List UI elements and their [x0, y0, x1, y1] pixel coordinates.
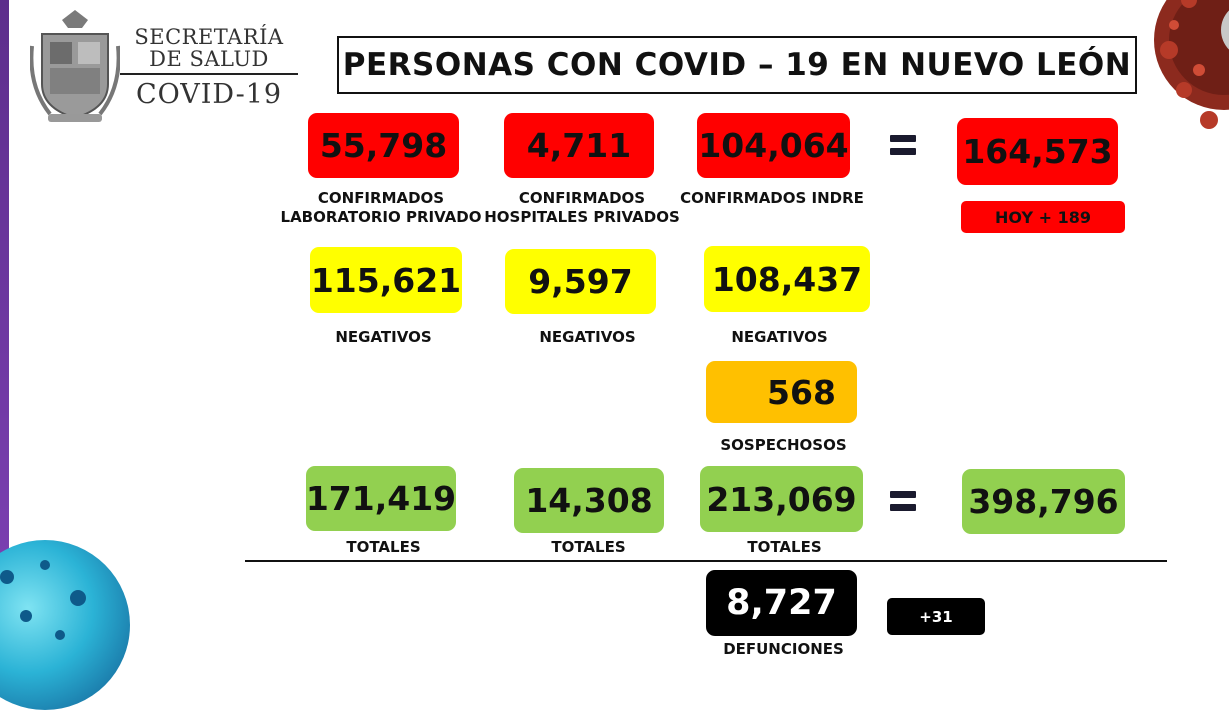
secretaria-salud-brand: SECRETARÍA DE SALUD COVID-19 [120, 26, 298, 109]
negativos-privado-label: NEGATIVOS [335, 328, 432, 346]
virus-illustration [0, 540, 130, 710]
brand-divider [120, 73, 298, 75]
totales-hospitales-box: 14,308 [514, 468, 664, 533]
confirmados-hospitales-box: 4,711 [504, 113, 654, 178]
totales-indre-box: 213,069 [700, 466, 863, 532]
confirmados-privado-box: 55,798 [308, 113, 459, 178]
defunciones-value: 8,727 [726, 583, 837, 623]
brand-line-3: COVID-19 [135, 79, 283, 110]
sospechosos-box: 568 [706, 361, 857, 423]
confirmados-privado-value: 55,798 [319, 126, 448, 165]
totales-grand-value: 398,796 [968, 482, 1119, 521]
label-line-2: HOSPITALES PRIVADOS [484, 208, 680, 226]
totales-privado-label: TOTALES [346, 538, 421, 556]
totales-privado-box: 171,419 [306, 466, 456, 531]
equals-icon [890, 491, 916, 511]
label-line-1: CONFIRMADOS [317, 189, 445, 207]
page-title: PERSONAS CON COVID – 19 EN NUEVO LEÓN [337, 36, 1137, 94]
negativos-hospitales-value: 9,597 [528, 262, 633, 301]
negativos-indre-label: NEGATIVOS [731, 328, 828, 346]
negativos-indre-value: 108,437 [711, 259, 863, 299]
totales-hospitales-value: 14,308 [525, 481, 653, 520]
confirmados-indre-label: CONFIRMADOS INDRE [680, 189, 864, 207]
confirmados-hospitales-value: 4,711 [526, 126, 632, 165]
label-line-2: LABORATORIO PRIVADO [280, 208, 482, 226]
confirmados-privado-label: CONFIRMADOS LABORATORIO PRIVADO [276, 189, 486, 227]
sospechosos-value: 568 [767, 372, 836, 412]
confirmados-indre-value: 104,064 [698, 126, 849, 165]
left-accent-strip [0, 0, 9, 560]
negativos-privado-box: 115,621 [310, 247, 462, 313]
totales-privado-value: 171,419 [305, 479, 457, 518]
negativos-indre-box: 108,437 [704, 246, 870, 312]
divider-line [245, 560, 1167, 562]
totales-hospitales-label: TOTALES [551, 538, 626, 556]
label-line-1: CONFIRMADOS [518, 189, 646, 207]
confirmados-total-box: 164,573 [957, 118, 1118, 185]
brand-line-2: DE SALUD [149, 47, 269, 71]
defunciones-delta-badge: +31 [887, 598, 985, 635]
totales-indre-label: TOTALES [747, 538, 822, 556]
confirmados-indre-box: 104,064 [697, 113, 850, 178]
totales-grand-box: 398,796 [962, 469, 1125, 534]
hoy-delta-badge: HOY + 189 [961, 201, 1125, 233]
defunciones-label: DEFUNCIONES [723, 640, 844, 658]
virus-illustration [1129, 0, 1229, 180]
confirmados-hospitales-label: CONFIRMADOS HOSPITALES PRIVADOS [482, 189, 682, 227]
negativos-hospitales-box: 9,597 [505, 249, 656, 314]
negativos-privado-value: 115,621 [310, 260, 462, 300]
negativos-hospitales-label: NEGATIVOS [539, 328, 636, 346]
brand-line-1: SECRETARÍA [134, 25, 284, 49]
defunciones-box: 8,727 [706, 570, 857, 636]
totales-indre-value: 213,069 [706, 479, 857, 519]
equals-icon [890, 135, 916, 155]
confirmados-total-value: 164,573 [962, 132, 1113, 171]
sospechosos-label: SOSPECHOSOS [720, 436, 847, 454]
coat-of-arms-logo [29, 6, 121, 128]
